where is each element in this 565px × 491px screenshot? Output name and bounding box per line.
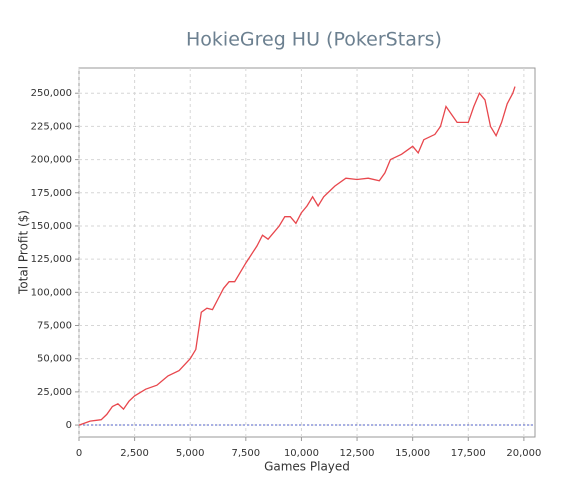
x-tick-label: 2,500 bbox=[120, 448, 149, 459]
x-axis-label: Games Played bbox=[264, 460, 350, 474]
y-tick-label: 225,000 bbox=[31, 121, 72, 132]
y-tick-label: 50,000 bbox=[37, 354, 72, 365]
y-tick-label: 175,000 bbox=[31, 188, 72, 199]
plot-frame bbox=[78, 67, 536, 438]
x-tick-label: 5,000 bbox=[176, 448, 205, 459]
y-tick-label: 0 bbox=[66, 420, 72, 431]
y-tick-label: 75,000 bbox=[37, 321, 72, 332]
x-tick-label: 20,000 bbox=[506, 448, 541, 459]
y-tick-label: 150,000 bbox=[31, 221, 72, 232]
x-tick-label: 10,000 bbox=[284, 448, 319, 459]
x-tick-label: 7,500 bbox=[232, 448, 261, 459]
y-tick-label: 250,000 bbox=[31, 88, 72, 99]
y-axis-label: Total Profit ($) bbox=[17, 210, 31, 295]
data-line bbox=[78, 86, 516, 426]
chart-title: HokieGreg HU (PokerStars) bbox=[186, 29, 442, 51]
y-tick-label: 25,000 bbox=[37, 387, 72, 398]
x-tick-label: 15,000 bbox=[395, 448, 430, 459]
x-tick-label: 0 bbox=[76, 448, 82, 459]
y-tick-label: 200,000 bbox=[31, 155, 72, 166]
x-tick-label: 12,500 bbox=[340, 448, 375, 459]
y-tick-label: 125,000 bbox=[31, 254, 72, 265]
x-tick-label: 17,500 bbox=[451, 448, 486, 459]
y-tick-label: 100,000 bbox=[31, 287, 72, 298]
